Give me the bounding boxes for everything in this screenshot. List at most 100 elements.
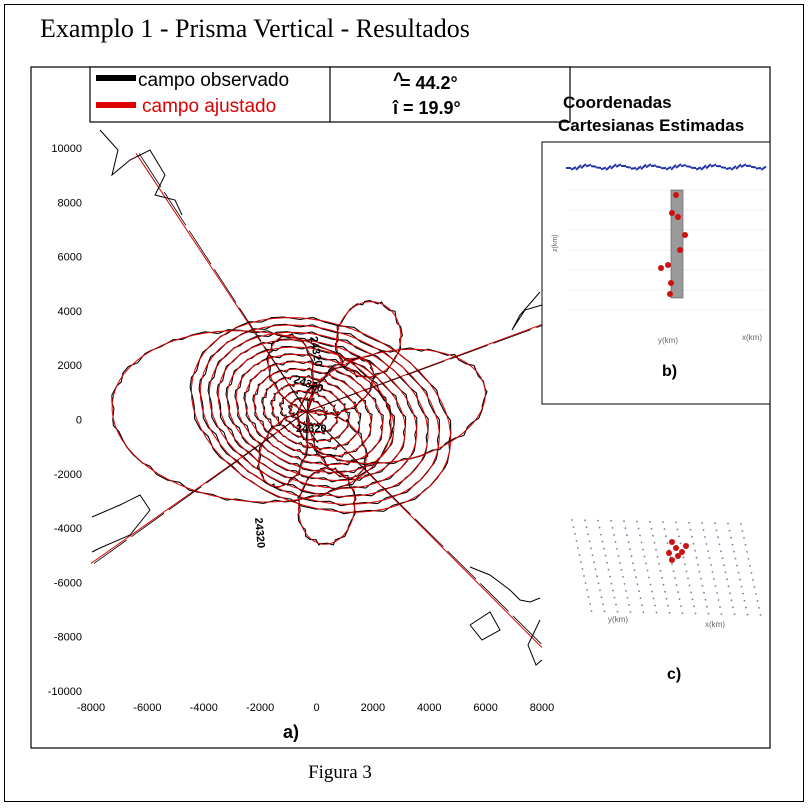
panel-c-grid-point xyxy=(736,564,738,567)
panel-c-grid-point xyxy=(713,578,715,580)
panel-b-surface-mark xyxy=(665,165,672,171)
panel-c-grid-point xyxy=(733,613,736,616)
panel-c-grid-point xyxy=(701,522,703,524)
legend-observed-swatch xyxy=(96,75,136,81)
panel-c-grid-point xyxy=(577,547,579,549)
panel-b-axis-z: z(km) xyxy=(552,235,559,253)
panel-c-grid-point xyxy=(653,541,656,544)
panel-c-grid-point xyxy=(659,569,662,572)
panel-c-grid-point xyxy=(587,596,590,598)
panel-b-estimate-point xyxy=(675,214,681,220)
panel-c-grid-point xyxy=(749,565,751,567)
panel-c-grid-point xyxy=(675,584,678,586)
panel-c-grid-point xyxy=(643,555,646,558)
panel-c-grid-point xyxy=(737,571,740,574)
panel-c-grid-point xyxy=(639,597,642,600)
panel-b-estimate-point xyxy=(682,232,688,238)
panel-c-grid-point xyxy=(723,564,725,567)
contour-ring-fitted xyxy=(244,361,384,466)
outer-contour-se-loop xyxy=(469,611,501,641)
panel-c-grid-point xyxy=(601,540,604,543)
panel-c-grid-point xyxy=(612,589,614,592)
panel-b-surface-mark xyxy=(685,165,692,168)
contour-ring-fitted xyxy=(217,339,418,489)
panel-c-grid-point xyxy=(689,528,692,531)
panel-c-grid-point xyxy=(727,522,729,525)
panel-c-grid-point xyxy=(616,610,619,613)
x-tick-label: 8000 xyxy=(530,702,554,714)
panel-c-grid-point xyxy=(583,575,585,577)
panel-c-grid-point xyxy=(730,536,732,539)
y-tick-label: -8000 xyxy=(54,632,82,644)
panel-c-grid-point xyxy=(675,521,677,524)
panel-c-grid-point xyxy=(623,583,626,585)
panel-c-grid-point xyxy=(731,543,734,546)
panel-c-grid-point xyxy=(758,607,760,609)
contour-ring-fitted xyxy=(235,353,395,474)
y-tick-label: -2000 xyxy=(54,469,82,481)
y-tick-label: 8000 xyxy=(58,197,82,209)
contour-ring-fitted xyxy=(199,324,440,505)
panel-c-grid-point xyxy=(585,526,588,529)
panel-c-grid-point xyxy=(668,611,671,614)
panel-b-estimate-point xyxy=(658,265,664,271)
panel-c-grid-point xyxy=(690,591,692,594)
panel-c-grid-point xyxy=(628,604,630,606)
panel-c-grid-point xyxy=(724,571,727,574)
panel-c-grid-point xyxy=(633,569,636,572)
legend-observed-label: campo observado xyxy=(138,70,289,91)
panel-c-grid-point xyxy=(611,527,614,529)
panel-c-grid-point xyxy=(746,613,749,616)
panel-b-surface-mark xyxy=(750,165,757,169)
contour-ring-fitted xyxy=(262,375,361,450)
panel-c-grid-point xyxy=(627,541,630,544)
panel-c-grid-point xyxy=(599,589,601,592)
panel-c-grid-point xyxy=(687,577,689,580)
panel-c-grid-point xyxy=(632,562,634,565)
y-tick-label: 6000 xyxy=(58,252,82,264)
y-tick-label: 2000 xyxy=(58,360,82,372)
panel-b-surface-mark xyxy=(600,166,607,171)
panel-c-grid-point xyxy=(602,603,604,606)
panel-c-grid-point xyxy=(651,590,653,593)
panel-c-grid-point xyxy=(617,555,620,557)
panel-c-grid-point xyxy=(629,611,632,613)
panel-c-grid-point xyxy=(630,555,633,558)
panel-c-grid-point xyxy=(588,540,591,543)
panel-c-grid-point xyxy=(607,568,610,571)
y-tick-label: 10000 xyxy=(51,143,82,155)
panel-c-grid-point xyxy=(591,554,594,557)
panel-b-surface-mark xyxy=(580,163,587,170)
panel-c-grid-point xyxy=(575,540,578,542)
panel-b-surface-mark xyxy=(670,164,677,171)
panel-c-grid-point xyxy=(648,576,650,579)
panel-c-grid-point xyxy=(626,534,628,537)
panel-b-estimate-point xyxy=(673,192,679,198)
panel-b-surface-mark xyxy=(645,163,652,169)
y-tick-label: 0 xyxy=(76,415,82,427)
panel-c-grid-point xyxy=(676,528,679,531)
panel-c-grid-point xyxy=(674,577,676,579)
panel-c-grid-point xyxy=(623,520,625,523)
panel-c-grid-point xyxy=(597,519,599,522)
panel-c-grid-point xyxy=(594,568,597,571)
legend-fitted-swatch xyxy=(96,102,136,108)
contour-ring-fitted xyxy=(289,398,327,426)
panel-b-surface-mark xyxy=(675,163,682,169)
panel-b-surface-mark xyxy=(695,166,702,171)
panel-c-grid-point xyxy=(598,526,601,529)
panel-b-surface-mark xyxy=(655,165,662,169)
contour-lobe-west-fitted xyxy=(111,330,392,503)
panel-c-estimate-point xyxy=(673,545,679,551)
panel-c-grid-point xyxy=(614,541,617,543)
panel-c-grid-point xyxy=(759,614,762,616)
panel-c-grid-point xyxy=(664,590,666,593)
zero-line-observed xyxy=(93,324,546,564)
panel-c-grid-point xyxy=(649,520,651,523)
panel-c-grid-point xyxy=(574,533,576,535)
panel-c-grid-point xyxy=(753,586,756,588)
panel-c-grid-point xyxy=(677,591,679,593)
panel-c-grid-point xyxy=(646,569,649,572)
panel-c-grid-point xyxy=(740,585,743,588)
panel-c-grid-point xyxy=(671,563,673,565)
